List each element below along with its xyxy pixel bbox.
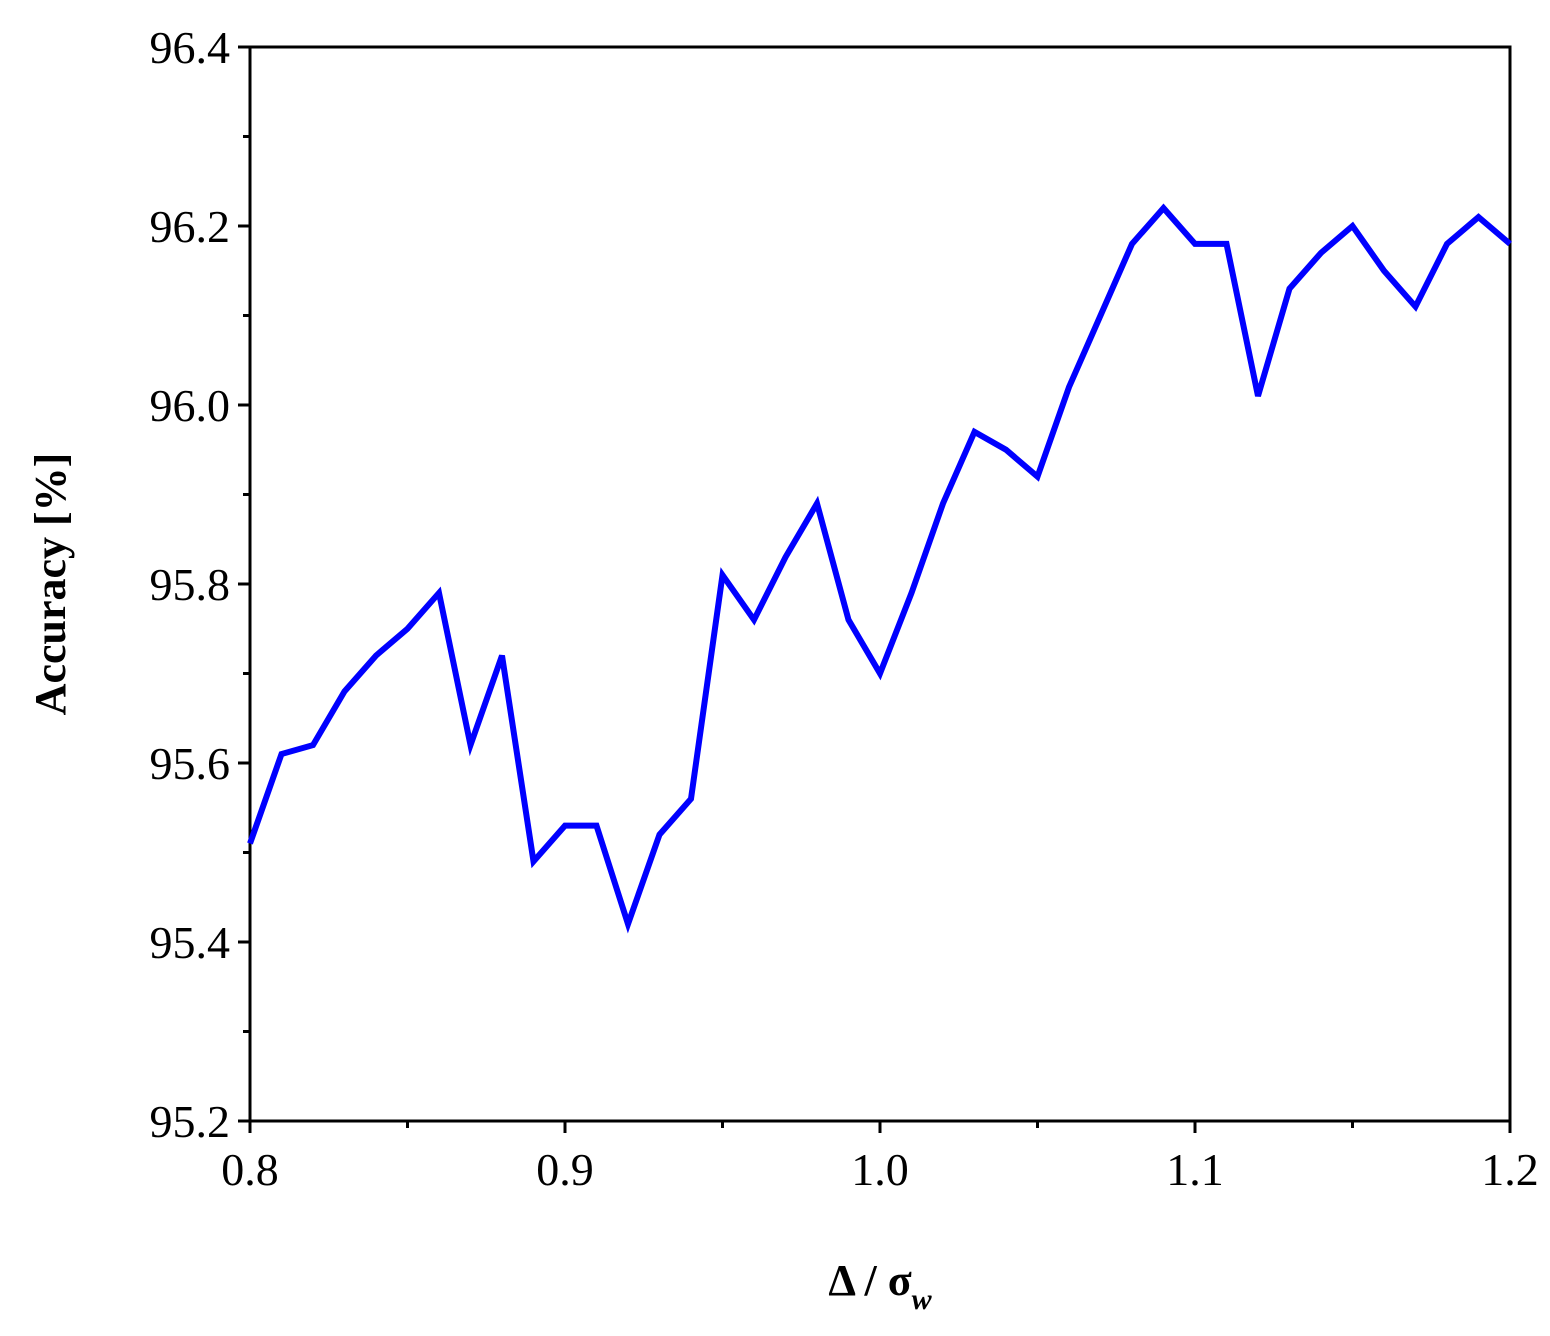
x-axis-label-subscript: w (912, 1283, 933, 1316)
plot-frame (248, 45, 1512, 1123)
x-axis-label: Δ / σw (828, 1256, 932, 1316)
x-tick-label: 0.8 (221, 1144, 279, 1195)
y-tick-label: 95.4 (150, 917, 231, 968)
y-axis-label: Accuracy [%] (26, 453, 75, 716)
x-axis-label-main: Δ / σ (828, 1256, 911, 1305)
x-tick-label: 0.9 (536, 1144, 594, 1195)
y-tick-label: 95.2 (150, 1096, 231, 1147)
y-tick-label: 96.2 (150, 201, 231, 252)
y-tick-label: 96.4 (150, 22, 231, 73)
y-tick-label: 96.0 (150, 380, 231, 431)
y-tick-label: 95.8 (150, 559, 231, 610)
y-tick-label: 95.6 (150, 738, 231, 789)
x-tick-label: 1.2 (1481, 1144, 1539, 1195)
x-tick-label: 1.1 (1166, 1144, 1224, 1195)
x-tick-label: 1.0 (851, 1144, 909, 1195)
data-line (247, 203, 1512, 934)
